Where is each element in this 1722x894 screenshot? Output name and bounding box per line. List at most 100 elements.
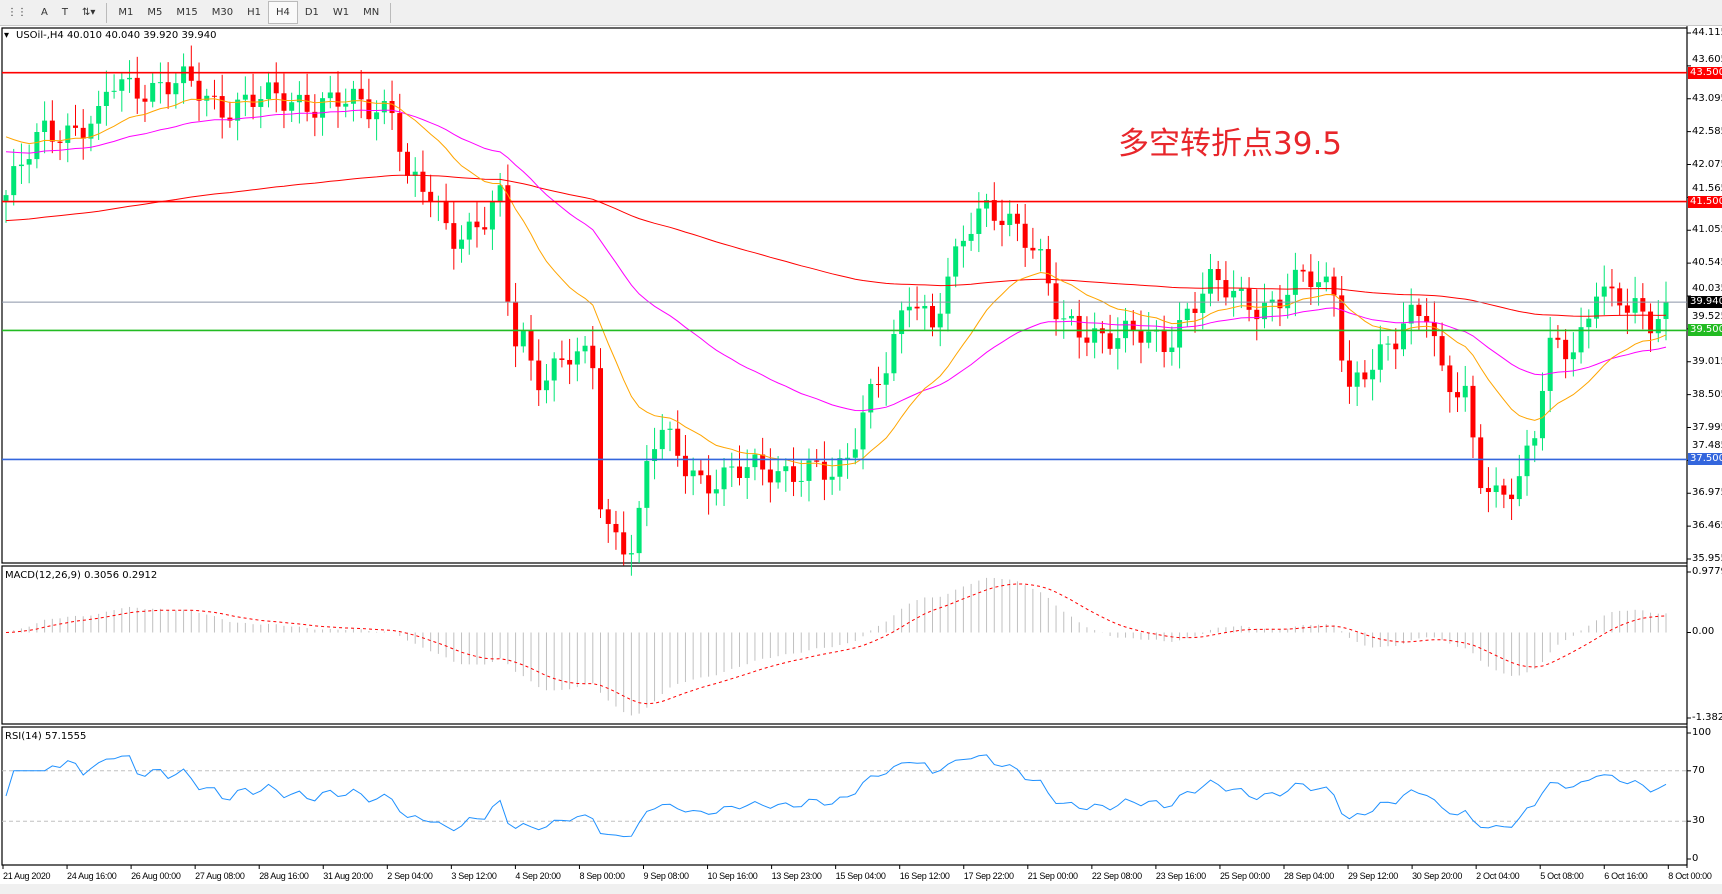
chart-area[interactable] [0, 26, 1722, 894]
candle [1339, 275, 1345, 373]
candle [289, 92, 295, 123]
price-tick-label: 41.055 [1692, 224, 1722, 236]
candle [1007, 200, 1013, 237]
separator [390, 2, 392, 23]
candle [1300, 264, 1306, 282]
candle [258, 86, 264, 129]
candle [1354, 361, 1360, 406]
timeframe-m5-button[interactable]: M5 [147, 7, 163, 18]
candle [860, 395, 866, 470]
timeframe-h4-button[interactable]: H4 [267, 1, 298, 24]
macd-tick-label: 0.9779 [1692, 566, 1722, 577]
candle [1285, 273, 1291, 319]
timeframe-w1-button[interactable]: W1 [332, 7, 350, 18]
candle [1061, 300, 1067, 339]
time-axis-label: 31 Aug 20:00 [323, 871, 373, 881]
candle [868, 378, 874, 429]
candle [505, 164, 511, 316]
annotation-text: 多空转折点39.5 [1118, 126, 1343, 162]
timeframe-m15-button[interactable]: M15 [176, 7, 198, 18]
candle [783, 458, 789, 492]
candle [1292, 252, 1298, 317]
separator [106, 2, 108, 23]
candle [127, 60, 133, 93]
candle [1648, 303, 1654, 352]
time-axis-label: 21 Sep 00:00 [1027, 871, 1078, 881]
text-icon[interactable]: A [41, 7, 48, 18]
candle [1431, 301, 1437, 357]
candle [1014, 203, 1020, 242]
candle [1238, 276, 1244, 309]
candle [242, 76, 248, 117]
candle [1331, 267, 1337, 317]
candle [559, 340, 565, 368]
timeframe-d1-button[interactable]: D1 [304, 7, 319, 18]
candle [320, 92, 326, 136]
candle [1068, 309, 1074, 326]
text-label-icon[interactable]: T [61, 7, 68, 18]
candle [119, 73, 125, 112]
candle [652, 427, 658, 480]
candle [528, 315, 534, 381]
arrows-icon[interactable]: ⇅▾ [81, 7, 96, 18]
candle [1509, 478, 1515, 520]
time-axis-label: 16 Sep 12:00 [899, 871, 950, 881]
time-axis-label: 13 Sep 23:00 [771, 871, 822, 881]
candle [1447, 355, 1453, 413]
candle [57, 130, 63, 161]
price-tick-label: 42.585 [1692, 125, 1722, 137]
candle [1161, 315, 1167, 368]
candle [930, 293, 936, 337]
time-axis-label: 4 Sep 20:00 [515, 871, 561, 881]
candle [142, 84, 148, 122]
candle [412, 157, 418, 197]
candle [443, 183, 449, 230]
macd-tick-label: 0.00 [1692, 626, 1715, 638]
candle [1346, 340, 1352, 404]
candle [1393, 328, 1399, 370]
candle [1594, 282, 1600, 329]
rsi-panel[interactable] [1, 726, 1688, 866]
candle [806, 448, 812, 502]
candle [621, 511, 627, 566]
candle [1277, 284, 1283, 327]
candle [883, 352, 889, 406]
timeframe-m30-button[interactable]: M30 [211, 7, 234, 18]
candle [821, 441, 827, 501]
candle [18, 143, 24, 184]
time-axis-label: 10 Sep 16:00 [707, 871, 758, 881]
candle [590, 326, 596, 390]
candle [1076, 299, 1082, 359]
candle [567, 338, 573, 385]
candle [775, 456, 781, 489]
timeframe-m1-button[interactable]: M1 [118, 7, 134, 18]
crosshair-grid-icon[interactable]: ⋮⋮ [7, 7, 27, 18]
candle [72, 104, 78, 136]
candle [1400, 302, 1406, 357]
candle [173, 72, 179, 109]
candle [744, 449, 750, 499]
candle [88, 115, 94, 152]
candle [219, 74, 225, 139]
timeframe-mn-button[interactable]: MN [363, 7, 380, 18]
candle [1501, 478, 1507, 509]
candle [1416, 298, 1422, 330]
macd-panel[interactable] [1, 565, 1688, 725]
candle [968, 212, 974, 251]
candle [428, 174, 434, 218]
candle [845, 443, 851, 479]
candle [482, 206, 488, 235]
timeframe-h1-button[interactable]: H1 [247, 7, 261, 18]
candle [157, 62, 163, 104]
level-tag: 43.500 [1688, 66, 1722, 79]
candle [1115, 317, 1121, 370]
candle [404, 143, 410, 184]
candle [327, 75, 333, 109]
candle [466, 212, 472, 255]
main-chart-panel[interactable] [1, 27, 1688, 564]
candle [11, 148, 17, 206]
candle [273, 62, 279, 113]
candle [1640, 283, 1646, 330]
candle [636, 501, 642, 563]
candle [914, 286, 920, 321]
